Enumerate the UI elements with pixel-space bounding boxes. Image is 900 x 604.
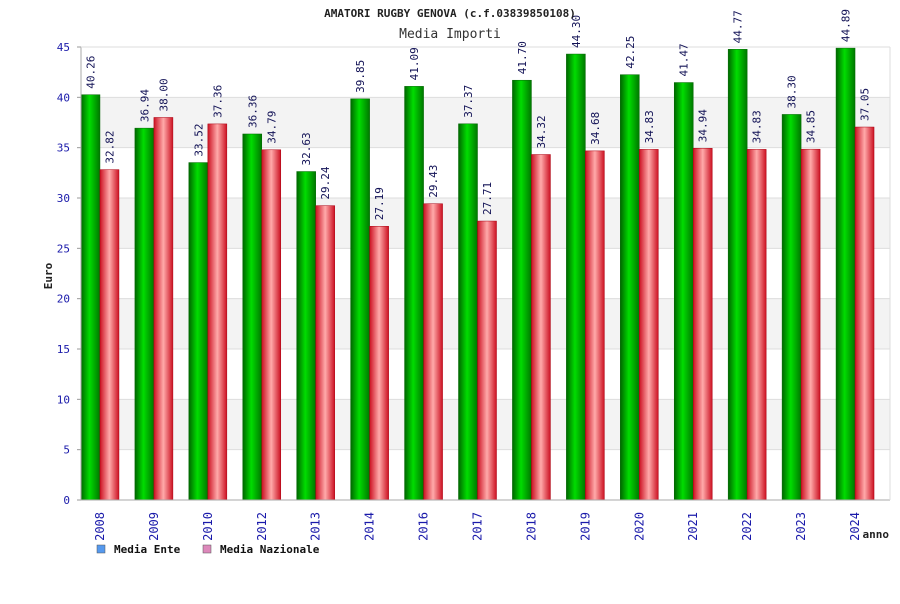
bar-media-ente [350,98,370,501]
data-label: 32.82 [103,130,116,163]
y-tick-label: 0 [63,494,70,507]
data-label: 36.36 [246,95,259,128]
bar-media-nazionale [153,117,174,501]
bar-media-nazionale [800,148,821,501]
y-tick-label: 40 [57,91,70,104]
data-labels: 40.26 32.82 36.94 38.00 33.52 37.36 36.36 34.79… [84,9,871,220]
y-tick-label: 30 [57,192,70,205]
chart-title: AMATORI RUGBY GENOVA (c.f.03839850108) [324,7,576,20]
x-tick-label: 2018 [524,512,538,541]
bar-media-nazionale [692,148,713,501]
bar-media-ente [673,82,694,501]
data-label: 34.85 [805,110,818,143]
bar-media-nazionale [854,126,875,501]
data-label: 27.71 [481,182,494,215]
y-tick-label: 5 [63,444,70,457]
bar-media-nazionale [531,154,551,501]
x-tick-label: 2024 [848,512,862,541]
bar-media-ente [727,49,748,501]
y-tick-label: 20 [57,293,70,306]
x-axis-label: anno [863,528,890,541]
data-label: 34.32 [535,115,548,148]
x-tick-label: 2021 [686,512,700,541]
data-label: 44.77 [732,10,745,43]
data-label: 32.63 [300,132,313,165]
y-tick-label: 15 [57,343,70,356]
bar-media-nazionale [585,150,605,501]
bar-media-ente [620,74,640,501]
data-label: 38.30 [786,75,799,108]
legend: Media Ente Media Nazionale [96,543,320,556]
x-tick-label: 2014 [363,512,377,541]
y-tick-label: 35 [57,142,70,155]
bar-media-nazionale [315,205,335,501]
data-label: 34.68 [589,112,602,145]
x-tick-label: 2013 [309,512,323,541]
bar-media-nazionale [639,149,659,501]
bar-media-nazionale [261,149,282,501]
bar-media-ente [80,94,101,501]
bar-media-ente [781,114,802,501]
bar-media-ente [188,162,209,501]
data-label: 39.85 [354,60,367,93]
bar-media-ente [404,86,424,501]
bar-media-nazionale [207,123,228,501]
bar-media-ente [835,47,856,501]
data-label: 34.83 [643,110,656,143]
y-axis-label: Euro [42,262,55,289]
bar-media-nazionale [477,220,497,501]
data-label: 33.52 [192,123,205,156]
data-label: 34.83 [751,110,764,143]
bar-media-ente [134,127,155,501]
data-label: 37.36 [211,85,224,118]
bars [80,47,875,501]
data-label: 44.89 [840,9,853,42]
y-tick-label: 10 [57,393,70,406]
data-label: 29.24 [319,166,332,199]
legend-label-nazionale: Media Nazionale [220,543,320,556]
data-label: 38.00 [157,78,170,111]
axes: 0 5 10 15 20 25 30 35 40 45 2008 2009 2010 2012 2013 20… [57,41,891,541]
x-tick-label: 2012 [255,512,269,541]
x-tick-label: 2020 [632,512,646,541]
data-label: 41.70 [516,41,529,74]
bar-media-nazionale [369,226,389,501]
data-label: 37.37 [462,85,475,118]
data-label: 34.79 [265,111,278,144]
legend-swatch-ente [96,544,106,554]
y-tick-label: 45 [57,41,70,54]
bar-media-nazionale [99,169,120,501]
data-label: 42.25 [624,36,637,69]
legend-swatch-nazionale [202,544,212,554]
x-tick-label: 2017 [471,512,485,541]
bar-media-ente [458,123,478,501]
data-label: 27.19 [373,187,386,220]
x-tick-label: 2016 [417,512,431,541]
data-label: 41.09 [408,47,421,80]
data-label: 34.94 [697,109,710,142]
data-label: 41.47 [678,43,691,76]
bar-media-nazionale [746,149,767,501]
data-label: 36.94 [138,89,151,122]
bar-media-ente [512,79,532,501]
x-tick-label: 2019 [578,512,592,541]
legend-label-ente: Media Ente [114,543,181,556]
x-tick-label: 2008 [93,512,107,541]
x-tick-label: 2022 [740,512,754,541]
bar-media-ente [296,171,316,501]
x-tick-label: 2010 [201,512,215,541]
bar-media-ente [566,53,586,501]
bar-media-ente [242,133,263,501]
y-tick-label: 25 [57,242,70,255]
x-tick-label: 2009 [147,512,161,541]
data-label: 44.30 [570,15,583,48]
data-label: 40.26 [84,56,97,89]
data-label: 29.43 [427,165,440,198]
bar-media-nazionale [423,203,443,501]
x-tick-label: 2023 [794,512,808,541]
data-label: 37.05 [859,88,872,121]
chart-subtitle: Media Importi [399,27,501,42]
